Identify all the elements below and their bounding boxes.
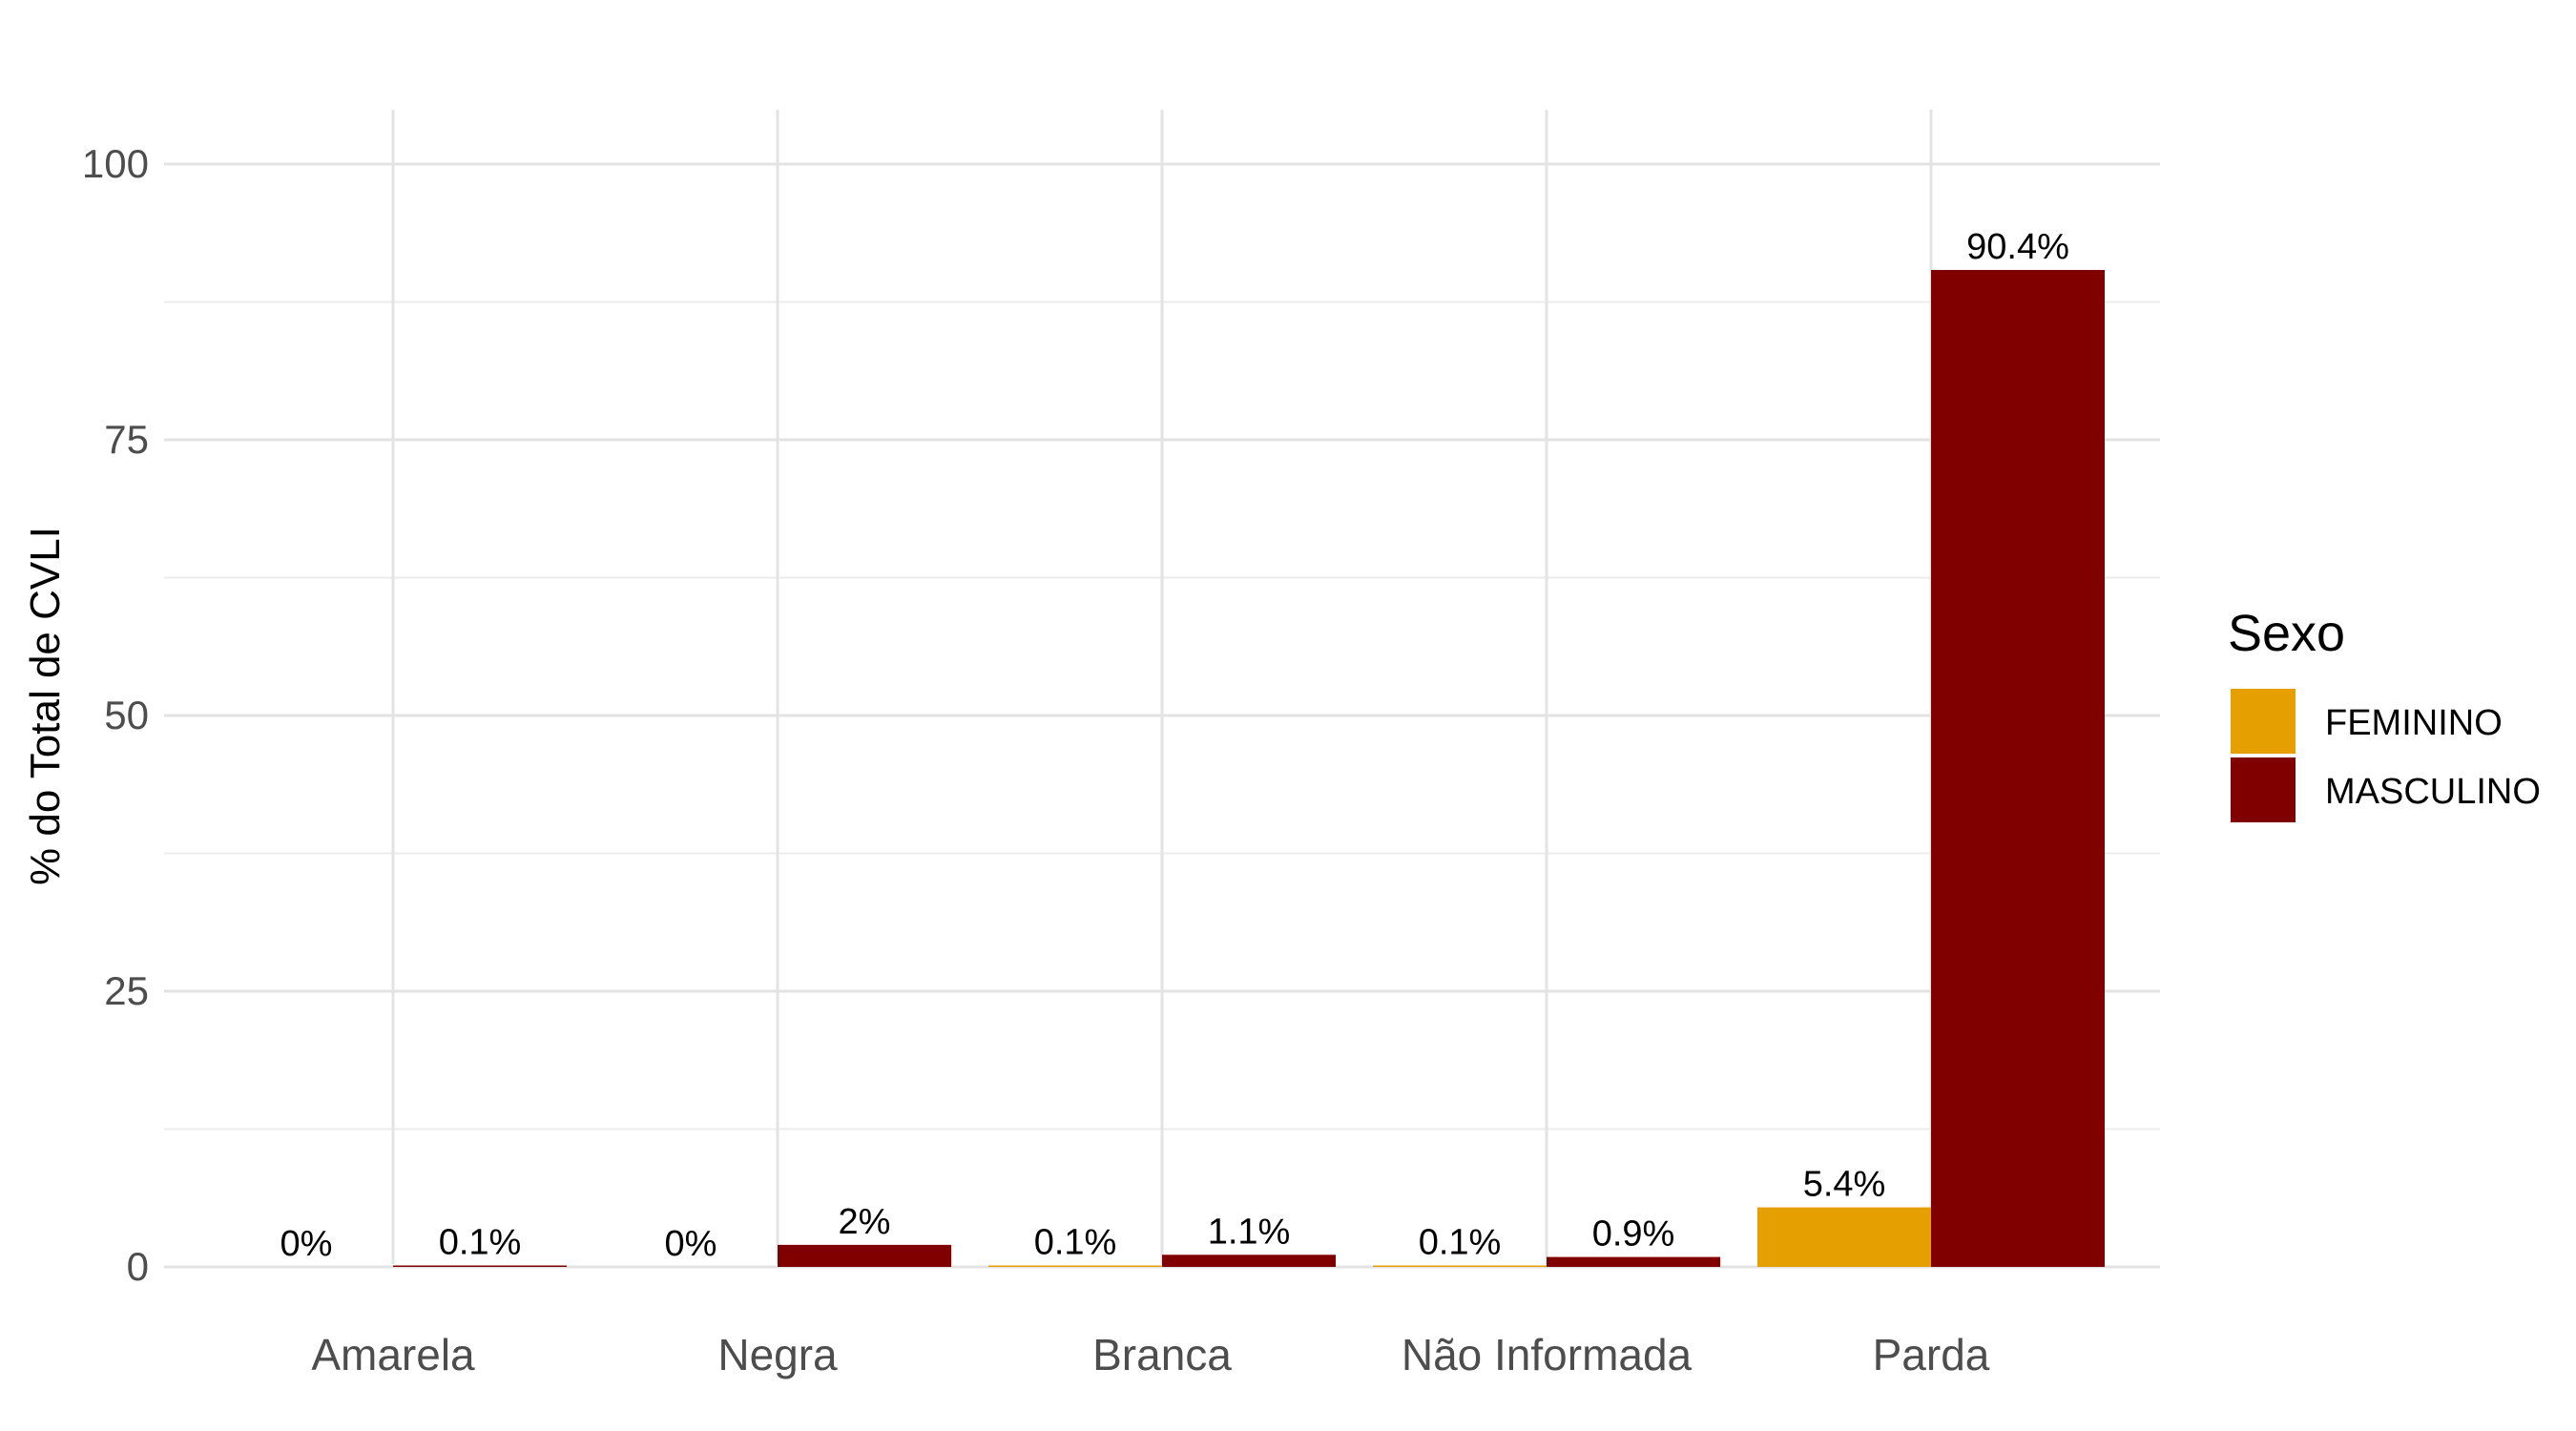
y-tick-label: 75 [104, 417, 149, 462]
legend-label: MASCULINO [2325, 772, 2541, 812]
data-label: 0.1% [1034, 1223, 1117, 1263]
bar-masculino-2 [1162, 1255, 1336, 1267]
y-tick-label: 50 [104, 693, 149, 737]
x-tick-label: Branca [1092, 1330, 1232, 1379]
y-tick-label: 0 [127, 1244, 149, 1289]
bar-masculino-1 [778, 1244, 951, 1267]
data-label: 0.1% [439, 1223, 522, 1263]
legend: Sexo FEMININO MASCULINO [2228, 605, 2541, 822]
x-tick-label: Negra [717, 1330, 838, 1379]
bar-masculino-4 [1931, 269, 2105, 1267]
data-label: 5.4% [1803, 1165, 1886, 1205]
legend-key-feminino [2231, 689, 2296, 754]
legend-key-masculino [2231, 757, 2296, 822]
data-label: 2% [839, 1202, 891, 1242]
x-tick-label: Parda [1873, 1330, 1990, 1379]
x-tick-label: Não Informada [1402, 1330, 1693, 1379]
y-tick-label: 25 [104, 968, 149, 1013]
y-axis-title: % do Total de CVLI [22, 527, 69, 885]
y-tick-label: 100 [82, 141, 149, 186]
bar-feminino-4 [1757, 1207, 1931, 1267]
data-label: 0.9% [1592, 1214, 1675, 1255]
x-tick-label: Amarela [311, 1330, 475, 1379]
axis-layer: % do Total de CVLI 0 25 50 75 100 Amarela Negr… [22, 141, 1990, 1379]
data-label: 1.1% [1208, 1212, 1291, 1252]
grid-layer [164, 110, 2160, 1269]
data-label: 0% [280, 1224, 333, 1264]
bar-masculino-3 [1547, 1256, 1720, 1267]
bar-feminino-3 [1373, 1265, 1547, 1267]
data-label: 0.1% [1419, 1223, 1502, 1263]
bars-layer [393, 269, 2105, 1267]
legend-title: Sexo [2228, 605, 2345, 662]
data-label: 90.4% [1966, 227, 2069, 267]
bar-masculino-0 [393, 1265, 567, 1267]
data-label: 0% [665, 1224, 717, 1264]
legend-label: FEMININO [2325, 703, 2503, 743]
data-labels-layer: 0% 0% 0.1% 0.1% 5.4% 0.1% 2% 1.1% 0.9% 90.4% [280, 227, 2069, 1264]
bar-feminino-2 [988, 1265, 1162, 1267]
